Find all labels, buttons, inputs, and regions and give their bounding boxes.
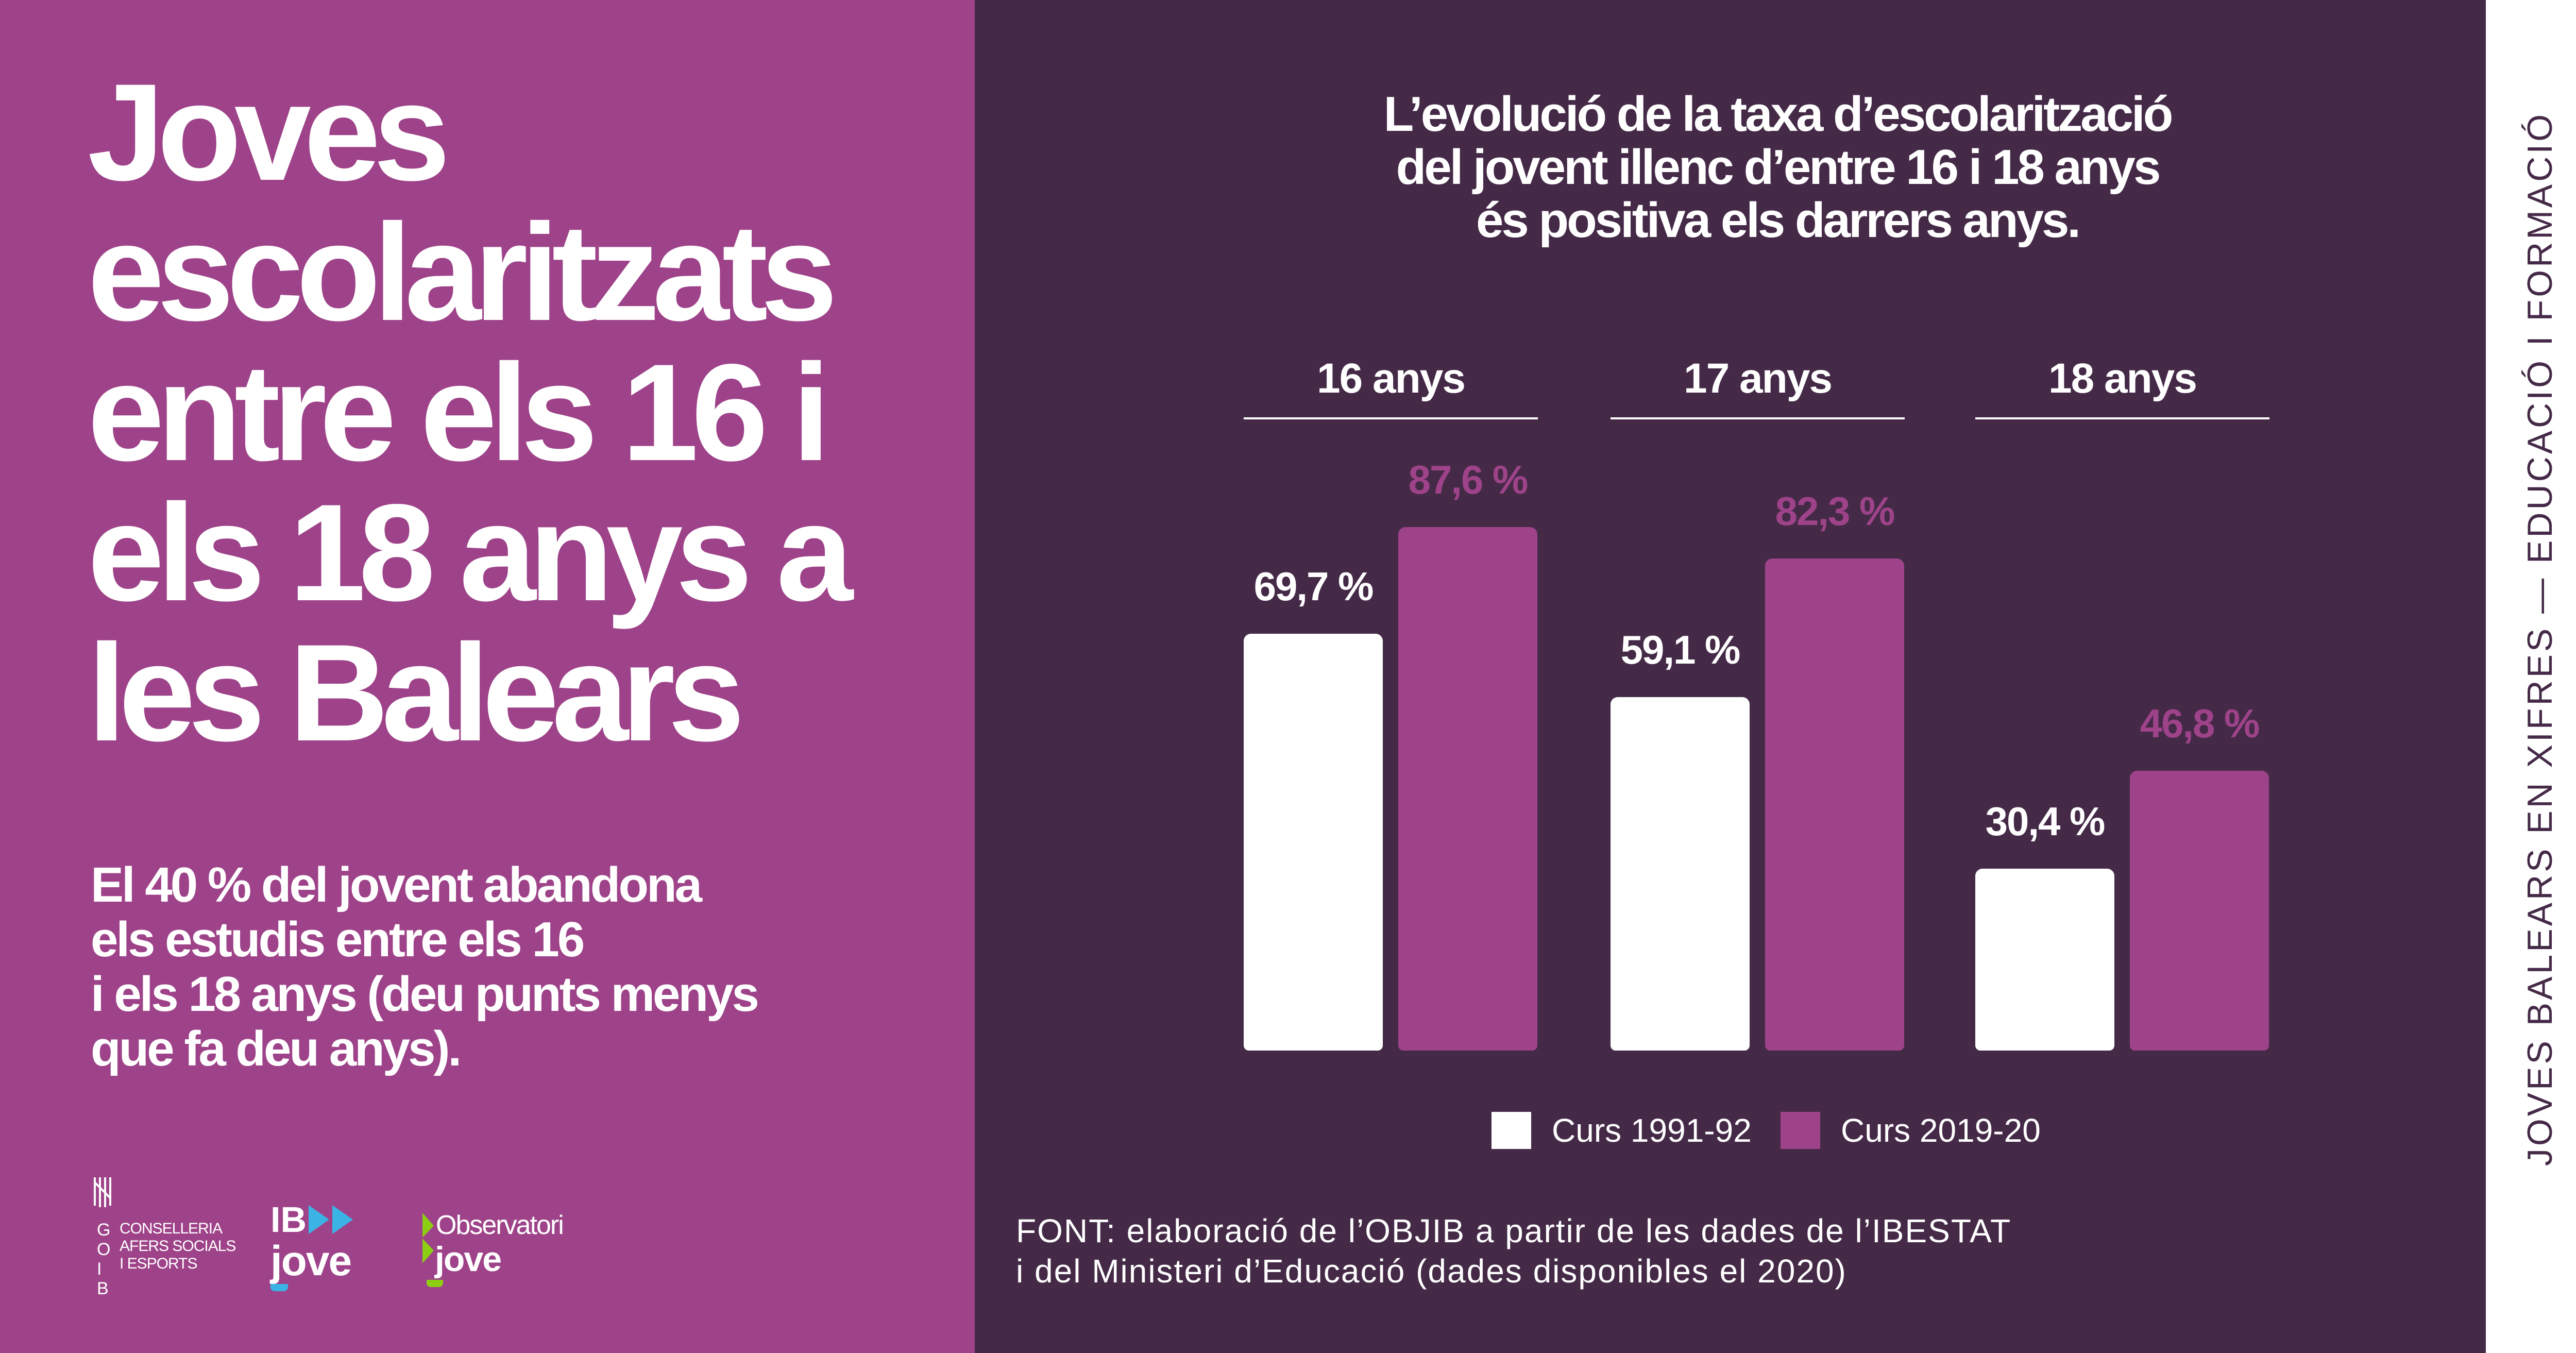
observatori-jove: jove [435, 1240, 502, 1279]
chart-title-line: del jovent illenc d’entre 16 i 18 anys [1396, 140, 2161, 195]
goib-letters: GOIB [97, 1220, 111, 1298]
side-strip [2486, 0, 2576, 1353]
legend-swatch [1492, 1112, 1531, 1149]
chart-panel [975, 0, 2486, 1353]
subtitle-line: i els 18 anys (deu punts menys [91, 967, 759, 1022]
data-label: 87,6 % [1408, 456, 1529, 502]
smile-mark [270, 1284, 288, 1291]
chart-title-line: és positiva els darrers anys. [1476, 193, 2081, 248]
goib-text: CONSELLERIA AFERS SOCIALS I ESPORTS [120, 1220, 236, 1273]
legend-label: Curs 1991-92 [1552, 1112, 1752, 1149]
title-line: Joves [88, 55, 450, 209]
title-line: els 18 anys a [88, 475, 853, 630]
page-title: Joves escolaritzats entre els 16 i els 1… [88, 55, 853, 770]
play-arrows-icon [422, 1213, 434, 1263]
source-line: i del Ministeri d’Educació (dades dispon… [1016, 1253, 1847, 1290]
group-header: 17 anys [1611, 356, 1905, 419]
ibjove-ib: IB [270, 1199, 307, 1240]
shield-icon [94, 1177, 111, 1207]
bar [1975, 869, 2114, 1051]
subtitle-line: els estudis entre els 16 [91, 912, 585, 967]
bar [1765, 559, 1904, 1051]
goib-line: AFERS SOCIALS [120, 1238, 236, 1255]
goib-line: CONSELLERIA [120, 1220, 223, 1237]
left-panel: Joves escolaritzats entre els 16 i els 1… [0, 0, 975, 1353]
group-header: 16 anys [1244, 356, 1538, 419]
legend-item: Curs 2019-20 [1781, 1112, 2041, 1149]
side-label: JOVES BALEARS EN XIFRES — EDUCACIÓ I FOR… [2520, 111, 2560, 1166]
subtitle-line: El 40 % del jovent abandona [91, 857, 702, 912]
observatori-text: Observatori [436, 1210, 564, 1240]
source-note: FONT: elaboració de l’OBJIB a partir de … [1016, 1211, 2011, 1291]
data-label: 46,8 % [2140, 701, 2260, 747]
data-label: 30,4 % [1985, 799, 2106, 844]
title-line: escolaritzats [88, 195, 838, 349]
chart-title-line: L’evolució de la taxa d’escolarització [1383, 87, 2174, 142]
bar [1611, 697, 1750, 1051]
chart-title: L’evolució de la taxa d’escolarització d… [1185, 88, 2370, 247]
subtitle: El 40 % del jovent abandona els estudis … [91, 857, 759, 1076]
bar [1244, 634, 1383, 1051]
fast-forward-icon [309, 1205, 353, 1234]
data-label: 82,3 % [1775, 488, 1895, 534]
title-line: entre els 16 i [88, 335, 831, 489]
subtitle-line: que fa deu anys). [91, 1021, 462, 1076]
ibjove-jove: jove [270, 1238, 352, 1284]
legend-swatch [1781, 1112, 1820, 1149]
legend-label: Curs 2019-20 [1841, 1112, 2041, 1149]
data-label: 69,7 % [1253, 564, 1374, 610]
goib-logo: GOIB CONSELLERIA AFERS SOCIALS I ESPORTS [93, 1177, 236, 1298]
title-line: les Balears [88, 615, 745, 770]
source-line: FONT: elaboració de l’OBJIB a partir de … [1016, 1212, 2012, 1249]
bar [1398, 527, 1537, 1051]
ibjove-logo: IB jove [270, 1200, 355, 1291]
data-label: 59,1 % [1620, 627, 1741, 673]
bar [2130, 771, 2269, 1051]
group-header: 18 anys [1975, 356, 2269, 419]
ibjove-top: IB [270, 1200, 355, 1239]
smile-mark [427, 1280, 443, 1287]
legend-item: Curs 1991-92 [1492, 1112, 1752, 1149]
goib-line: I ESPORTS [120, 1255, 198, 1272]
